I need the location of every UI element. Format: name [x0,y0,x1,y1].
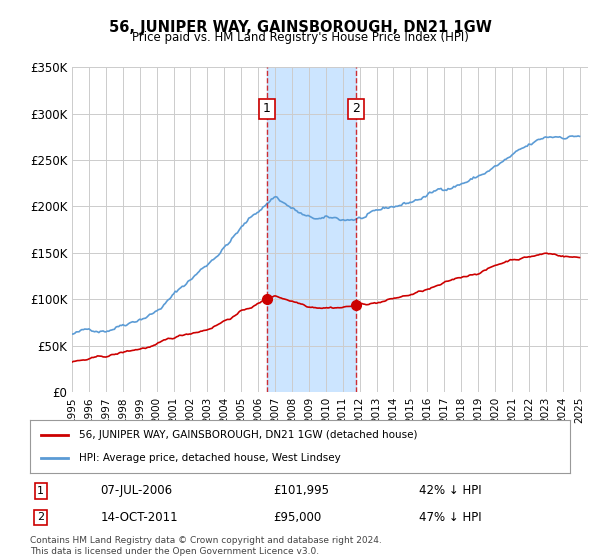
Text: 2: 2 [352,102,360,115]
Text: Contains HM Land Registry data © Crown copyright and database right 2024.
This d: Contains HM Land Registry data © Crown c… [30,536,382,556]
Bar [267,67,356,392]
Text: 47% ↓ HPI: 47% ↓ HPI [419,511,481,524]
Text: 1: 1 [263,102,271,115]
Text: £101,995: £101,995 [273,484,329,497]
Text: £95,000: £95,000 [273,511,321,524]
Text: 56, JUNIPER WAY, GAINSBOROUGH, DN21 1GW (detached house): 56, JUNIPER WAY, GAINSBOROUGH, DN21 1GW … [79,430,417,440]
Text: 42% ↓ HPI: 42% ↓ HPI [419,484,481,497]
Text: 14-OCT-2011: 14-OCT-2011 [100,511,178,524]
Text: 07-JUL-2006: 07-JUL-2006 [100,484,172,497]
Text: 56, JUNIPER WAY, GAINSBOROUGH, DN21 1GW: 56, JUNIPER WAY, GAINSBOROUGH, DN21 1GW [109,20,491,35]
Text: 1: 1 [37,486,44,496]
Text: 2: 2 [37,512,44,522]
Text: HPI: Average price, detached house, West Lindsey: HPI: Average price, detached house, West… [79,453,340,463]
Text: Price paid vs. HM Land Registry's House Price Index (HPI): Price paid vs. HM Land Registry's House … [131,31,469,44]
